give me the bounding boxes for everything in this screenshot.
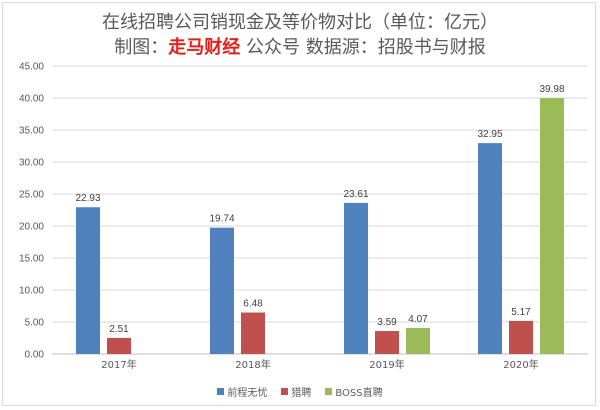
y-tick-label: 40.00 bbox=[19, 94, 44, 105]
y-tick-label: 0.00 bbox=[25, 350, 45, 361]
brand-name: 走马财经 bbox=[168, 37, 241, 58]
data-label: 4.07 bbox=[408, 314, 428, 325]
bar bbox=[344, 202, 368, 354]
data-label: 39.98 bbox=[539, 84, 564, 95]
bar bbox=[406, 327, 430, 354]
x-tick-label: 2019年 bbox=[369, 358, 404, 371]
bar bbox=[478, 143, 502, 354]
data-label: 6.48 bbox=[243, 299, 263, 310]
subtitle-prefix: 制图： bbox=[114, 37, 169, 58]
bar bbox=[76, 207, 100, 354]
y-tick-label: 30.00 bbox=[19, 158, 44, 169]
data-label: 19.74 bbox=[209, 214, 234, 225]
data-label: 23.61 bbox=[343, 189, 368, 200]
chart-title: 在线招聘公司销现金及等价物对比（单位：亿元） bbox=[102, 12, 498, 33]
y-tick-label: 45.00 bbox=[19, 62, 44, 73]
x-tick-label: 2018年 bbox=[235, 358, 270, 371]
legend-label: 前程无忧 bbox=[227, 388, 268, 399]
y-tick-label: 15.00 bbox=[19, 254, 44, 265]
legend-swatch bbox=[281, 388, 289, 395]
legend-swatch bbox=[217, 388, 225, 395]
legend-swatch bbox=[325, 388, 333, 395]
subtitle-suffix: 公众号 数据源：招股书与财报 bbox=[240, 37, 486, 58]
data-label: 2.51 bbox=[109, 324, 129, 335]
data-label: 32.95 bbox=[477, 129, 502, 140]
bar bbox=[509, 320, 533, 354]
y-tick-label: 20.00 bbox=[19, 222, 44, 233]
chart-subtitle: 制图：走马财经 公众号 数据源：招股书与财报 bbox=[0, 33, 600, 59]
legend-item: 猎聘 bbox=[281, 384, 311, 399]
y-tick-label: 10.00 bbox=[19, 286, 44, 297]
data-label: 5.17 bbox=[511, 307, 531, 318]
bar bbox=[241, 312, 265, 354]
legend-item: 前程无忧 bbox=[217, 384, 267, 399]
y-tick-label: 5.00 bbox=[25, 318, 45, 329]
x-tick-label: 2020年 bbox=[503, 358, 538, 371]
x-tick-label: 2017年 bbox=[101, 358, 136, 371]
chart-legend: 前程无忧 猎聘 BOSS直聘 bbox=[0, 384, 600, 399]
legend-label: BOSS直聘 bbox=[335, 388, 383, 399]
legend-item: BOSS直聘 bbox=[325, 384, 383, 399]
bar bbox=[210, 227, 234, 354]
legend-label: 猎聘 bbox=[291, 388, 312, 399]
bar bbox=[107, 337, 131, 354]
y-tick-label: 35.00 bbox=[19, 126, 44, 137]
y-tick-label: 25.00 bbox=[19, 190, 44, 201]
data-label: 22.93 bbox=[75, 193, 100, 204]
bar bbox=[540, 98, 564, 355]
data-label: 3.59 bbox=[377, 317, 397, 328]
bar bbox=[375, 331, 399, 354]
